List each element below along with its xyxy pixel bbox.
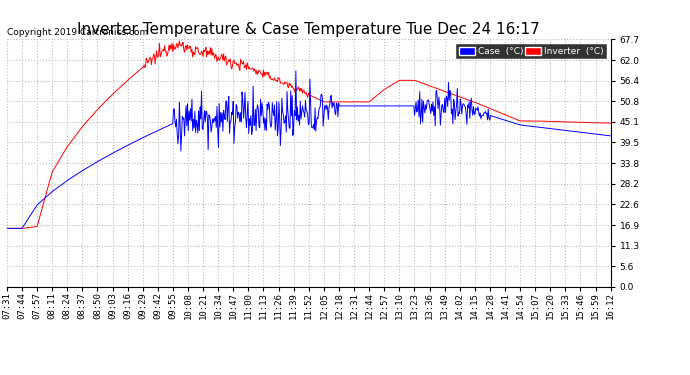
Title: Inverter Temperature & Case Temperature Tue Dec 24 16:17: Inverter Temperature & Case Temperature …: [77, 22, 540, 37]
Text: Copyright 2019 Cartronics.com: Copyright 2019 Cartronics.com: [7, 28, 148, 37]
Legend: Case  (°C), Inverter  (°C): Case (°C), Inverter (°C): [456, 44, 606, 58]
